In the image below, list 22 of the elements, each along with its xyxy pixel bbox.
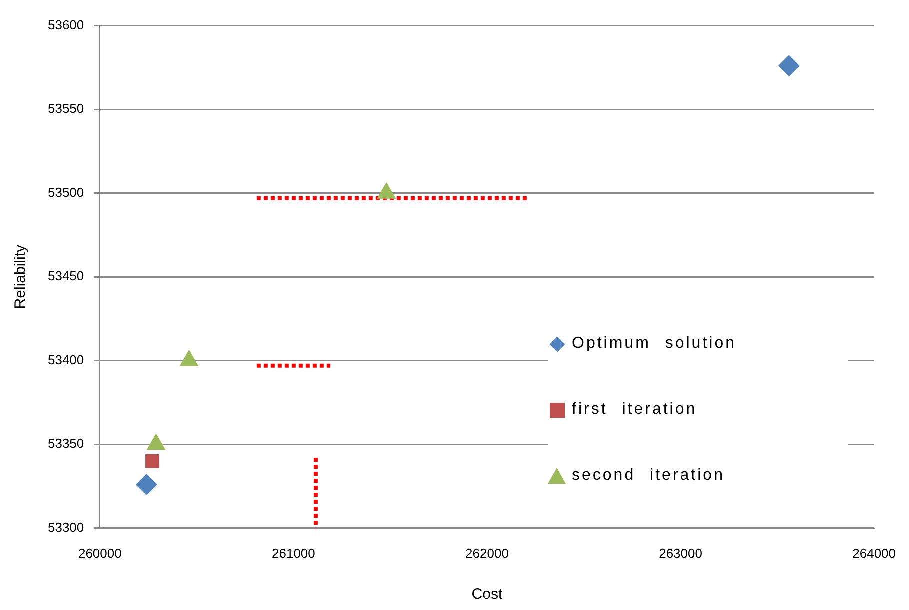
y-tick-label: 53550 (48, 101, 84, 116)
y-axis-title: Reliability (12, 244, 30, 310)
point (180, 350, 198, 366)
x-tick-label: 263000 (659, 546, 702, 561)
point (147, 434, 166, 450)
y-tick-label: 53600 (48, 17, 84, 32)
point (146, 454, 160, 468)
x-tick-label: 260000 (78, 546, 122, 561)
point (377, 182, 396, 199)
x-tick-label: 264000 (852, 546, 896, 561)
legend-label: Optimum solution (572, 335, 736, 353)
y-tick-label: 53500 (48, 184, 84, 200)
y-tick-label: 53450 (48, 268, 84, 284)
y-tick-label: 53350 (48, 436, 84, 452)
y-tick-label: 53400 (48, 352, 84, 368)
y-tick-label: 53300 (48, 520, 84, 535)
legend-label: first iteration (572, 401, 698, 419)
x-tick-label: 262000 (466, 546, 509, 561)
x-axis-title: Cost (472, 586, 504, 604)
point (136, 474, 158, 496)
x-tick-label: 261000 (272, 546, 316, 561)
legend-label: second iteration (572, 467, 725, 485)
